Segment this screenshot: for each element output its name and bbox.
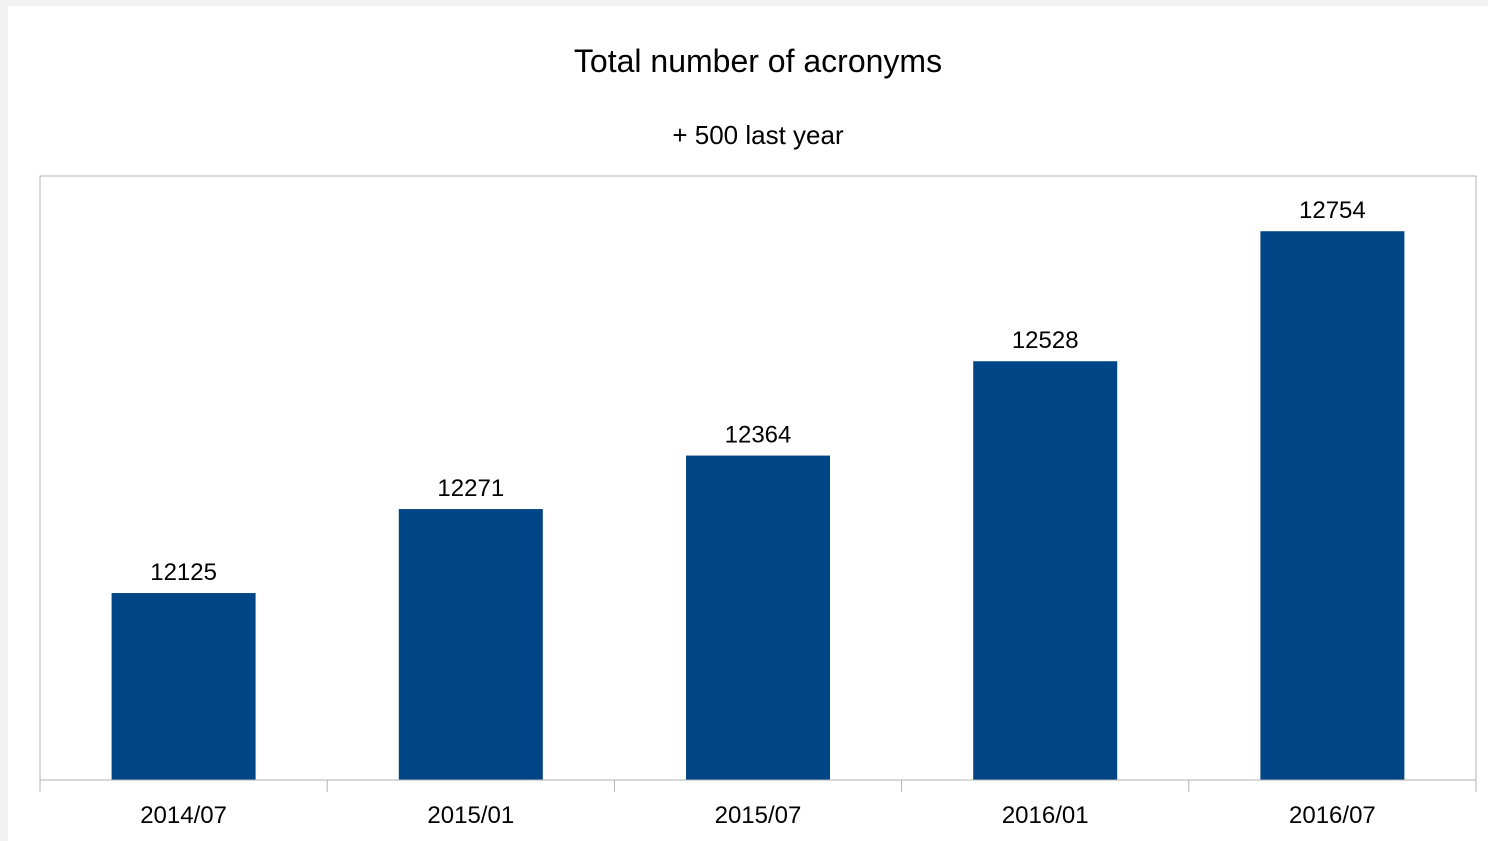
x-tick-label: 2015/07 [715, 802, 802, 829]
bars-layer [111, 231, 1405, 781]
bar-2016-01 [973, 361, 1118, 780]
x-tick-label: 2016/07 [1289, 802, 1376, 829]
x-tick-labels: 2014/07 2015/01 2015/07 2016/01 2016/07 [140, 802, 1376, 829]
bar-2014-07 [111, 593, 256, 780]
x-tick-label: 2016/01 [1002, 802, 1089, 829]
data-label: 12125 [150, 559, 217, 586]
data-labels-layer: 12125 12271 12364 12528 12754 [150, 197, 1366, 586]
data-label: 12271 [437, 475, 504, 502]
x-tick-label: 2014/07 [140, 802, 227, 829]
data-label: 12364 [725, 422, 792, 449]
bar-2015-07 [686, 455, 830, 780]
chart-container: Total number of acronyms + 500 last year… [8, 6, 1488, 841]
bar-2015-01 [398, 509, 543, 780]
data-label: 12754 [1299, 197, 1366, 224]
x-axis [39, 779, 1477, 792]
x-tick-label: 2015/01 [427, 802, 514, 829]
chart-title: Total number of acronyms [574, 43, 942, 79]
bar-2016-07 [1260, 231, 1405, 781]
bar-chart: Total number of acronyms + 500 last year… [39, 43, 1477, 829]
chart-subtitle: + 500 last year [672, 120, 844, 150]
data-label: 12528 [1012, 327, 1079, 354]
